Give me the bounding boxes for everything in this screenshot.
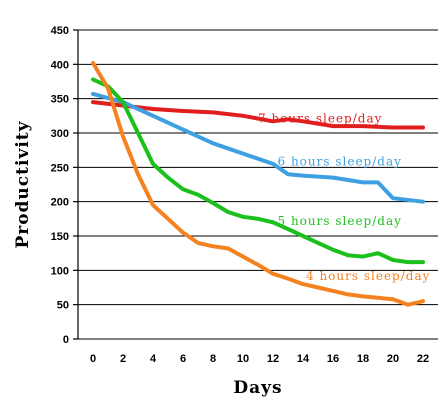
y-axis-title: Productivity: [13, 120, 33, 248]
y-tick-label-200: 200: [51, 197, 69, 209]
x-tick-label-10: 10: [237, 353, 249, 365]
series-line-6-hours: [91, 91, 425, 204]
x-tick-label-22: 22: [417, 353, 429, 365]
x-tick-label-20: 20: [387, 353, 399, 365]
x-tick-label-14: 14: [297, 353, 310, 365]
y-tick-label-0: 0: [63, 334, 69, 346]
x-tick-label-16: 16: [327, 353, 339, 365]
y-tick-label-350: 350: [51, 94, 69, 106]
series-line-7-hours: [91, 100, 425, 130]
y-tick-label-50: 50: [57, 300, 69, 312]
series-label-5-hours: 5 hours sleep/day: [278, 214, 402, 228]
y-tick-label-150: 150: [51, 231, 69, 243]
x-tick-label-6: 6: [180, 353, 186, 365]
x-axis-ticks: 0 2 4 6 8 10 12 14 16 18 20 22: [90, 353, 429, 365]
y-tick-label-100: 100: [51, 265, 69, 277]
y-tick-label-450: 450: [51, 25, 69, 37]
series-labels: 7 hours sleep/day 6 hours sleep/day 5 hour…: [258, 112, 430, 283]
series-label-7-hours: 7 hours sleep/day: [258, 112, 382, 126]
series-label-6-hours: 6 hours sleep/day: [278, 154, 402, 168]
x-tick-label-0: 0: [90, 353, 96, 365]
x-tick-label-12: 12: [267, 353, 279, 365]
series-line-5-hours: [91, 77, 425, 265]
x-tick-label-2: 2: [120, 353, 126, 365]
y-axis-ticks: 0 50 100 150 200 250 300 350 400 450: [51, 25, 78, 346]
gridlines: [78, 29, 438, 340]
series-lines: [91, 61, 425, 307]
series-line-4-hours: [91, 61, 425, 307]
x-tick-label-8: 8: [210, 353, 216, 365]
y-tick-label-400: 400: [51, 59, 69, 71]
series-label-4-hours: 4 hours sleep/day: [306, 269, 430, 283]
x-tick-label-18: 18: [357, 353, 369, 365]
y-tick-label-300: 300: [51, 128, 69, 140]
x-axis-title: Days: [233, 378, 282, 398]
y-tick-label-250: 250: [51, 162, 69, 174]
x-tick-label-4: 4: [150, 353, 157, 365]
